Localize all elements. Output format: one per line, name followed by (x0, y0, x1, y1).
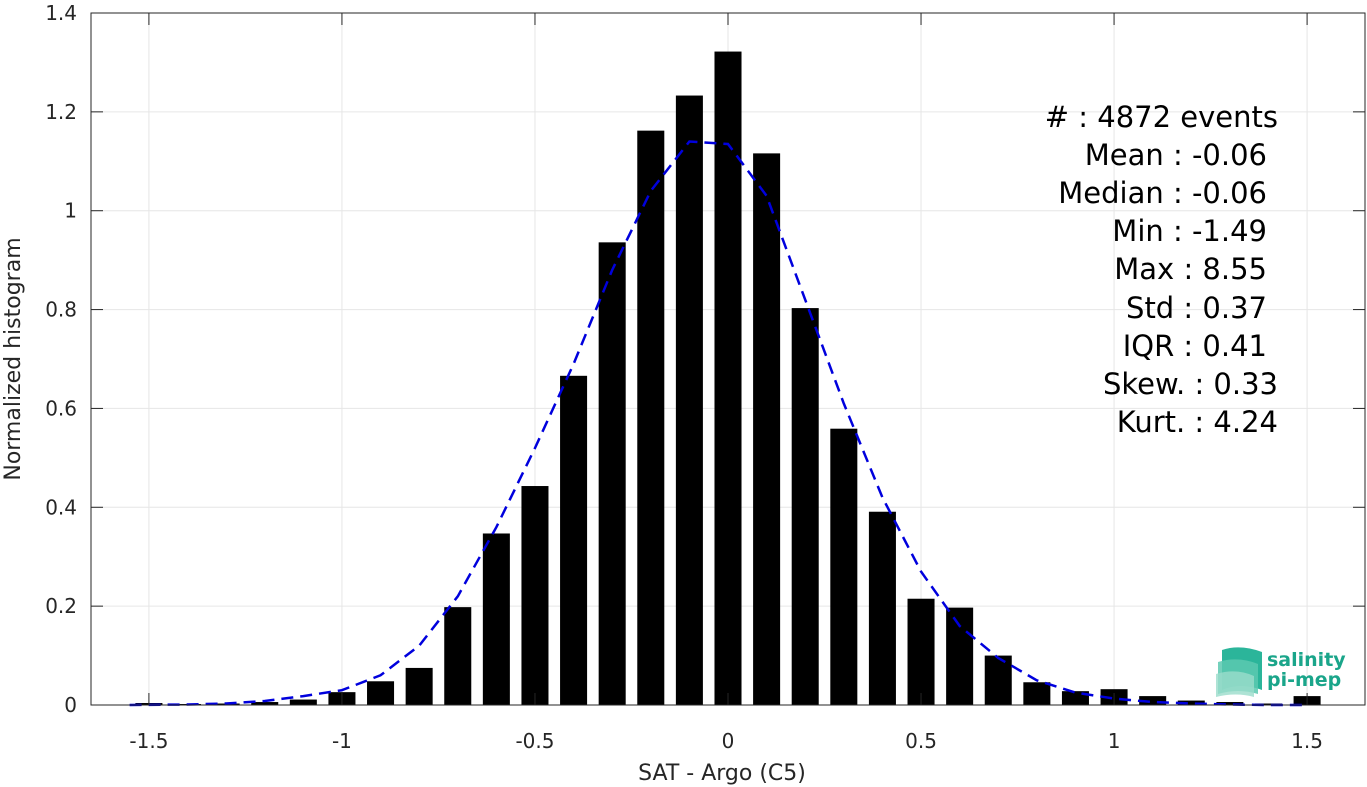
histogram-bar (598, 242, 626, 705)
x-tick-labels: -1.5 -1 -0.5 0 0.5 1 1.5 (129, 729, 1323, 753)
y-tick-label: 0.8 (45, 298, 77, 322)
histogram-bar (1254, 703, 1282, 705)
y-tick-label: 1.4 (45, 1, 77, 25)
stat-median: Median : -0.06 (1058, 176, 1267, 210)
logo-line-2: pi-mep (1267, 669, 1341, 691)
histogram-bar (444, 607, 472, 705)
histogram-bar (791, 308, 819, 705)
y-tick-label: 0 (64, 693, 77, 717)
histogram-bar (907, 598, 935, 705)
y-tick-label: 0.2 (45, 594, 77, 618)
histogram-bar (482, 533, 510, 705)
logo-line-1: salinity (1267, 649, 1346, 671)
stat-mean: Mean : -0.06 (1085, 138, 1267, 172)
histogram-bar (637, 130, 665, 705)
y-tick-label: 1 (64, 199, 77, 223)
y-tick-label: 1.2 (45, 100, 77, 124)
x-tick-label: -1.5 (129, 729, 168, 753)
y-tick-labels: 0 0.2 0.4 0.6 0.8 1 1.2 1.4 (45, 1, 77, 717)
stat-skew: Skew. : 0.33 (1103, 367, 1278, 401)
x-tick-label: 1.5 (1291, 729, 1323, 753)
histogram-bar (367, 681, 395, 705)
x-tick-label: 0.5 (905, 729, 937, 753)
stat-iqr: IQR : 0.41 (1123, 329, 1267, 363)
stats-box: # : 4872 events Mean : -0.06 Median : -0… (1045, 100, 1278, 439)
gaussian-fit-curve (129, 140, 1308, 707)
x-tick-label: -0.5 (515, 729, 554, 753)
histogram-bar (289, 699, 317, 705)
histogram-bar (560, 375, 588, 705)
y-tick-label: 0.4 (45, 495, 77, 519)
y-tick-label: 0.6 (45, 396, 77, 420)
histogram-bar (675, 95, 703, 705)
histogram-bar (405, 667, 433, 705)
histogram-bar (1216, 702, 1244, 705)
x-axis-title: SAT - Argo (C5) (638, 761, 806, 786)
y-axis-title: Normalized histogram (1, 237, 26, 480)
x-tick-label: 0 (722, 729, 735, 753)
stat-min: Min : -1.49 (1112, 214, 1267, 248)
histogram-bar (1139, 696, 1167, 705)
wave-logo-icon (1216, 647, 1262, 697)
histogram-bar (868, 511, 896, 705)
x-tick-label: 1 (1108, 729, 1121, 753)
x-tick-label: -1 (332, 729, 352, 753)
histogram-bar (830, 428, 858, 705)
histogram-bar (1023, 682, 1051, 705)
histogram-bar (753, 153, 781, 705)
histogram-bar (1177, 700, 1205, 705)
histogram-bar (946, 607, 974, 705)
stat-std: Std : 0.37 (1126, 291, 1267, 325)
histogram-bar (714, 51, 742, 706)
histogram-bar (251, 702, 279, 705)
salinity-pimep-logo: salinity pi-mep (1216, 647, 1346, 697)
stat-kurt: Kurt. : 4.24 (1117, 405, 1278, 439)
stat-max: Max : 8.55 (1114, 252, 1267, 286)
histogram-bar (984, 655, 1012, 705)
stat-events: # : 4872 events (1045, 100, 1278, 134)
axis-ticks (91, 12, 1365, 706)
histogram-bar (521, 486, 549, 705)
